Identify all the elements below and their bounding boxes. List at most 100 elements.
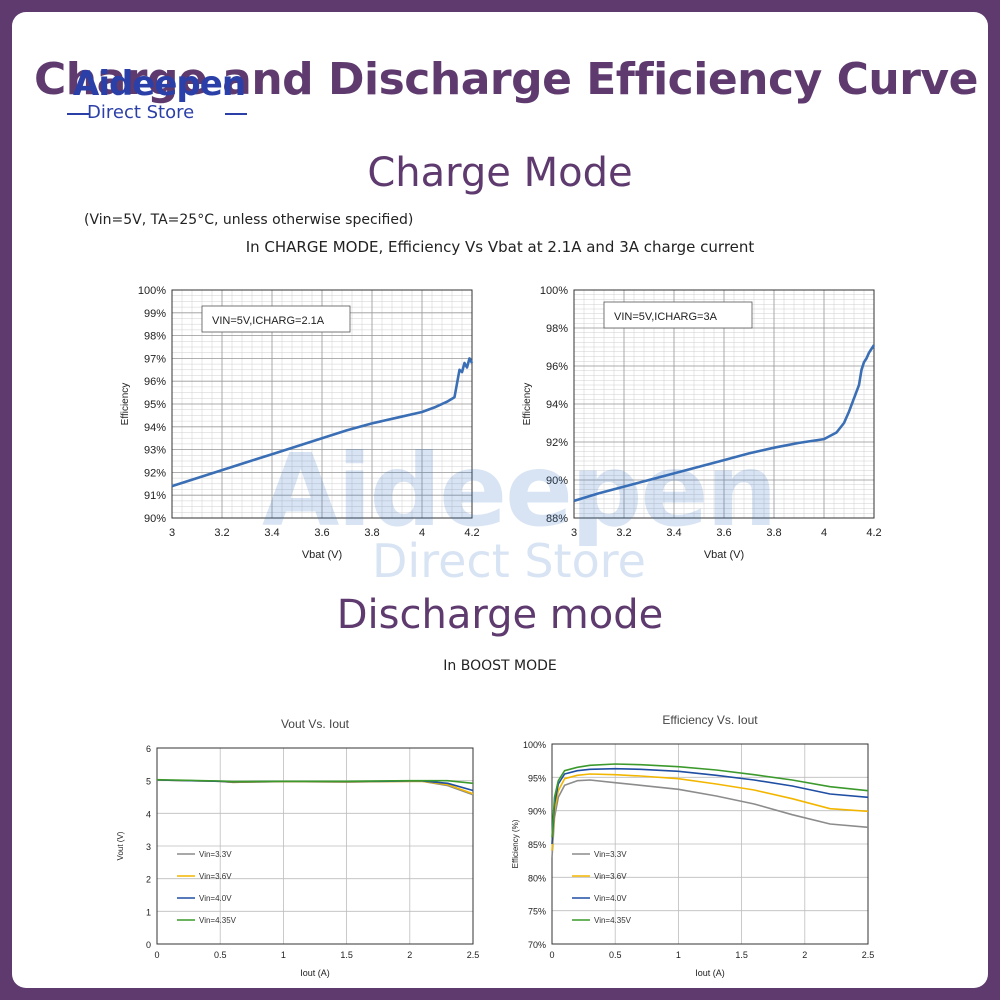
x-tick-label: 0.5 <box>609 950 622 960</box>
plot-border <box>573 289 875 519</box>
x-tick-label: 2 <box>802 950 807 960</box>
x-tick-label: 4 <box>419 527 425 539</box>
y-tick-label: 96% <box>144 376 166 388</box>
y-axis-label: Vout (V) <box>116 831 125 860</box>
chart-title: Efficiency Vs. Iout <box>662 713 758 727</box>
y-tick-label: 98% <box>546 323 568 335</box>
x-tick-label: 0.5 <box>214 950 227 960</box>
series-line-vin-3-3v <box>551 779 869 858</box>
infographic-card: Charge and Discharge Efficiency Curve Ai… <box>12 12 988 988</box>
x-tick-label: 0 <box>154 950 159 960</box>
x-tick-label: 3 <box>571 527 577 539</box>
y-tick-label: 100% <box>523 740 546 750</box>
y-tick-label: 92% <box>144 467 166 479</box>
y-tick-label: 100% <box>540 285 568 297</box>
x-tick-label: 1 <box>281 950 286 960</box>
legend-label: Vin=4.0V <box>594 894 627 903</box>
logo-name: Aideepen <box>73 64 246 104</box>
y-tick-label: 91% <box>144 490 166 502</box>
y-tick-label: 90% <box>546 475 568 487</box>
x-tick-label: 3.8 <box>766 527 781 539</box>
legend-label: Vin=3.6V <box>199 872 232 881</box>
series-line <box>573 344 876 503</box>
series-line <box>171 357 474 488</box>
x-tick-label: 2 <box>407 950 412 960</box>
y-tick-label: 75% <box>528 907 546 917</box>
x-tick-label: 3.8 <box>364 527 379 539</box>
legend-label: Vin=4.35V <box>199 916 237 925</box>
y-tick-label: 93% <box>144 445 166 457</box>
annotation-box <box>603 301 753 329</box>
y-tick-label: 6 <box>146 744 151 754</box>
y-tick-label: 97% <box>144 353 166 365</box>
y-tick-label: 1 <box>146 907 151 917</box>
charge-efficiency-chart-2-1a: 3 3.2 3.4 3.6 3.8 4 4.2 90% 91% 92% 93% 94% 95% 96% 97… <box>120 285 480 561</box>
x-tick-label: 1 <box>676 950 681 960</box>
annotation-text: VIN=5V,ICHARG=2.1A <box>212 315 325 327</box>
legend-label: Vin=4.35V <box>594 916 632 925</box>
y-axis-label: Efficiency <box>120 383 131 426</box>
x-tick-label: 4 <box>821 527 827 539</box>
x-tick-label: 2.5 <box>467 950 480 960</box>
x-axis-label: Vbat (V) <box>302 549 342 561</box>
x-tick-label: 0 <box>549 950 554 960</box>
y-tick-label: 100% <box>138 285 166 297</box>
series-line-vin-4-0v <box>551 767 869 845</box>
x-tick-label: 3.2 <box>214 527 229 539</box>
logo-sub: Direct Store <box>87 102 195 123</box>
x-axis-label: Vbat (V) <box>704 549 744 561</box>
series-line-vin-4-35v <box>156 778 474 785</box>
y-tick-label: 98% <box>144 331 166 343</box>
y-tick-label: 92% <box>546 437 568 449</box>
plot-border <box>156 747 474 945</box>
y-tick-label: 99% <box>144 308 166 320</box>
charge-mode-caption: In CHARGE MODE, Efficiency Vs Vbat at 2.… <box>245 238 755 256</box>
y-tick-label: 90% <box>144 513 166 525</box>
plot-border <box>171 289 473 519</box>
y-tick-label: 4 <box>146 809 151 819</box>
y-tick-label: 85% <box>528 840 546 850</box>
x-tick-label: 3.6 <box>314 527 329 539</box>
charge-mode-heading: Charge Mode <box>367 150 633 196</box>
x-tick-label: 1.5 <box>340 950 353 960</box>
legend-label: Vin=3.6V <box>594 872 627 881</box>
legend-label: Vin=3.3V <box>594 850 627 859</box>
x-tick-label: 3.6 <box>716 527 731 539</box>
x-tick-label: 3.4 <box>666 527 681 539</box>
y-tick-label: 2 <box>146 875 151 885</box>
y-tick-label: 0 <box>146 940 151 950</box>
y-tick-label: 5 <box>146 777 151 787</box>
efficiency-vs-iout-chart: 0 0.5 1 1.5 2 2.5 70% 75% 80% 85% 90% 95% 100% Iout (… <box>511 713 875 978</box>
x-tick-label: 3.2 <box>616 527 631 539</box>
y-tick-label: 88% <box>546 513 568 525</box>
y-tick-label: 95% <box>528 773 546 783</box>
legend-label: Vin=3.3V <box>199 850 232 859</box>
y-axis-label: Efficiency <box>522 383 533 426</box>
y-tick-label: 70% <box>528 940 546 950</box>
chart-title: Vout Vs. Iout <box>281 717 350 731</box>
y-tick-label: 3 <box>146 842 151 852</box>
logo-line-left <box>67 113 89 115</box>
charge-efficiency-chart-3a: 3 3.2 3.4 3.6 3.8 4 4.2 88% 90% 92% 94% 96% 98% 100% V… <box>522 285 882 561</box>
series-line-vin-4-35v <box>551 763 869 838</box>
logo-line-right <box>225 113 247 115</box>
x-tick-label: 4.2 <box>464 527 479 539</box>
y-tick-label: 94% <box>546 399 568 411</box>
vout-vs-iout-chart: 0 0.5 1 1.5 2 2.5 0 1 2 3 4 5 6 Iout (A) Vout (V) Vout … <box>116 717 480 978</box>
y-axis-label: Efficiency (%) <box>511 819 520 868</box>
y-tick-label: 95% <box>144 399 166 411</box>
y-tick-label: 80% <box>528 873 546 883</box>
x-axis-label: Iout (A) <box>300 968 330 978</box>
y-tick-label: 96% <box>546 361 568 373</box>
x-tick-label: 1.5 <box>735 950 748 960</box>
conditions-note: (Vin=5V, TA=25°C, unless otherwise speci… <box>84 212 414 228</box>
legend-label: Vin=4.0V <box>199 894 232 903</box>
annotation-box <box>201 305 351 333</box>
y-tick-label: 94% <box>144 422 166 434</box>
x-axis-label: Iout (A) <box>695 968 725 978</box>
x-tick-label: 2.5 <box>862 950 875 960</box>
y-tick-label: 90% <box>528 807 546 817</box>
boost-mode-caption: In BOOST MODE <box>443 658 557 674</box>
page-title: Charge and Discharge Efficiency Curve <box>34 54 978 105</box>
brand-logo: Aideepen Direct Store <box>67 64 297 123</box>
